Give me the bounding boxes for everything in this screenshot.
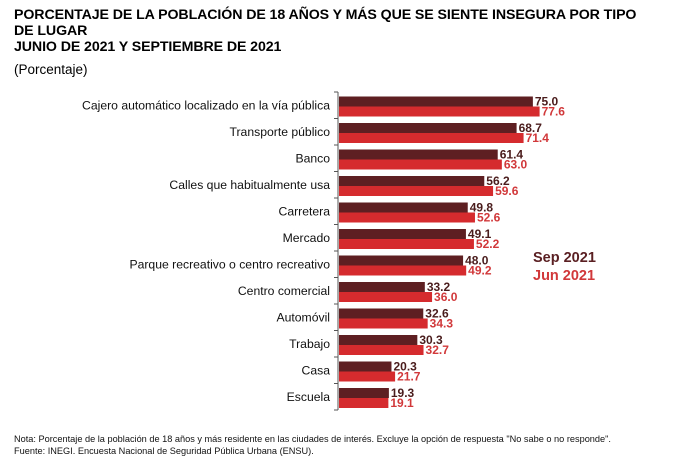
value-label-sep-2021: 75.0: [535, 95, 559, 109]
category-label: Banco: [295, 151, 330, 165]
bar-sep-2021: [339, 96, 533, 107]
y-axis: [334, 91, 339, 411]
value-label-sep-2021: 33.2: [427, 280, 451, 294]
category-label: Trabajo: [289, 337, 330, 351]
value-label-jun-2021: 34.3: [430, 317, 454, 331]
category-label: Calles que habitualmente usa: [169, 178, 330, 192]
category-label: Automóvil: [276, 310, 330, 324]
bar-jun-2021: [339, 133, 524, 143]
value-label-sep-2021: 32.6: [425, 307, 449, 321]
category-label: Transporte público: [230, 125, 331, 139]
chart-title-line-1: PORCENTAJE DE LA POBLACIÓN DE 18 AÑOS Y …: [14, 7, 637, 23]
bar-sep-2021: [339, 202, 468, 213]
value-label-sep-2021: 61.4: [500, 148, 524, 162]
category-label: Centro comercial: [238, 284, 330, 298]
category-label: Escuela: [287, 390, 331, 404]
bar-sep-2021: [339, 176, 485, 186]
bar-sep-2021: [339, 308, 424, 319]
bar-jun-2021: [339, 186, 494, 196]
bar-sep-2021: [339, 335, 418, 345]
category-label: Casa: [302, 363, 331, 377]
category-label: Mercado: [283, 231, 331, 245]
footnote-nota: Nota: Porcentaje de la población de 18 a…: [14, 434, 611, 444]
value-label-jun-2021: 71.4: [526, 131, 550, 145]
value-label-jun-2021: 49.2: [468, 264, 492, 278]
value-label-sep-2021: 49.8: [470, 201, 494, 215]
bar-jun-2021: [339, 371, 396, 382]
value-label-jun-2021: 52.6: [477, 211, 501, 225]
legend: Sep 2021 Jun 2021: [533, 250, 596, 284]
chart-title: PORCENTAJE DE LA POBLACIÓN DE 18 AÑOS Y …: [14, 7, 694, 55]
bar-jun-2021: [339, 106, 540, 117]
bar-sep-2021: [339, 229, 466, 239]
category-label: Parque recreativo o centro recreativo: [129, 257, 330, 271]
bar-jun-2021: [339, 212, 475, 223]
value-label-sep-2021: 68.7: [519, 121, 543, 135]
bar-jun-2021: [339, 318, 428, 329]
value-label-jun-2021: 36.0: [434, 290, 458, 304]
category-label: Carretera: [279, 204, 331, 218]
legend-entry-jun-2021: Jun 2021: [533, 268, 595, 284]
bar-jun-2021: [339, 159, 502, 170]
legend-entry-sep-2021: Sep 2021: [533, 250, 596, 266]
bar-jun-2021: [339, 265, 467, 276]
value-label-jun-2021: 21.7: [397, 370, 421, 384]
value-label-jun-2021: 32.7: [426, 343, 450, 357]
bar-sep-2021: [339, 388, 389, 398]
bar-jun-2021: [339, 345, 424, 355]
value-label-sep-2021: 19.3: [391, 386, 415, 400]
footnotes: Nota: Porcentaje de la población de 18 a…: [14, 433, 611, 457]
category-label: Cajero automático localizado en la vía p…: [82, 98, 330, 112]
bar-sep-2021: [339, 149, 498, 160]
bar-jun-2021: [339, 398, 389, 408]
value-label-jun-2021: 52.2: [476, 237, 500, 251]
value-label-sep-2021: 30.3: [419, 333, 443, 347]
bar-sep-2021: [339, 361, 392, 372]
value-label-jun-2021: 19.1: [390, 396, 414, 410]
chart-title-line-2: DE LUGAR: [14, 23, 88, 39]
bar-jun-2021: [339, 292, 433, 302]
chart-subtitle: (Porcentaje): [14, 62, 88, 77]
value-label-sep-2021: 49.1: [468, 227, 492, 241]
value-label-jun-2021: 63.0: [504, 158, 528, 172]
bar-sep-2021: [339, 255, 464, 266]
value-label-jun-2021: 59.6: [495, 184, 519, 198]
footnote-fuente: Fuente: INEGI. Encuesta Nacional de Segu…: [14, 446, 314, 456]
bars: 75.077.6 68.771.461.463.0 56.259.649.852.6…: [339, 95, 566, 410]
value-label-sep-2021: 20.3: [393, 360, 417, 374]
value-label-jun-2021: 77.6: [542, 105, 566, 119]
category-labels: Cajero automático localizado en la vía p…: [82, 98, 330, 404]
value-label-sep-2021: 56.2: [486, 174, 510, 188]
bar-sep-2021: [339, 282, 425, 292]
bar-jun-2021: [339, 239, 474, 249]
bar-sep-2021: [339, 123, 517, 133]
value-label-sep-2021: 48.0: [465, 254, 489, 268]
chart-title-line-3: JUNIO DE 2021 Y SEPTIEMBRE DE 2021: [14, 39, 282, 55]
